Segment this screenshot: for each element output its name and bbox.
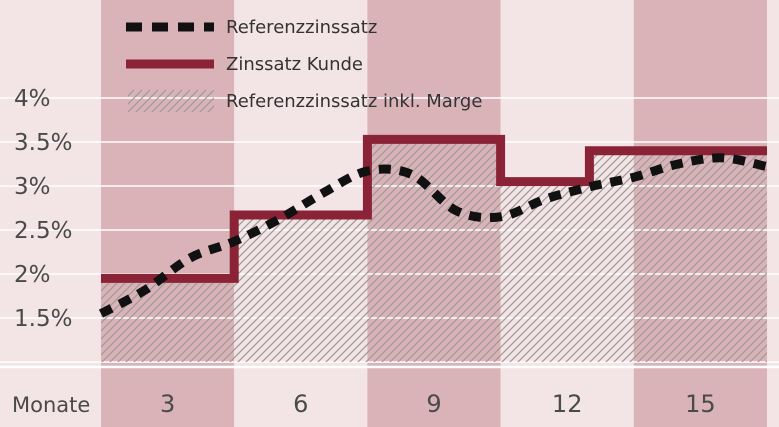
series-zinssatz-kunde-line (101, 134, 767, 283)
x-tick-label: 12 (552, 390, 583, 418)
y-tick-label: 2% (14, 262, 51, 288)
y-tick-label: 3.5% (14, 130, 72, 156)
legend-label: Referenzzinssatz inkl. Marge (226, 91, 482, 112)
y-axis-ticks: 1.5% 2% 2.5% 3% 3.5% 4% (14, 86, 72, 332)
left-margin-band (0, 0, 101, 427)
legend: Referenzzinssatz Zinssatz Kunde Referenzzi… (126, 17, 482, 112)
y-tick-label: 4% (14, 86, 51, 112)
x-tick-label: 3 (160, 390, 175, 418)
series-lines (98, 134, 768, 318)
legend-label: Referenzzinssatz (226, 17, 377, 38)
x-tick-label: 15 (685, 390, 716, 418)
series-referenzzinssatz-line (98, 153, 768, 318)
legend-swatch-marge (128, 90, 214, 112)
x-tick-label: 6 (293, 390, 308, 418)
x-axis-ticks: Monate 3 6 9 12 15 (12, 390, 716, 418)
y-tick-label: 2.5% (14, 218, 72, 244)
right-margin-band (767, 0, 779, 427)
x-tick-label: 9 (426, 390, 441, 418)
y-tick-label: 1.5% (14, 306, 72, 332)
legend-label: Zinssatz Kunde (226, 54, 363, 75)
x-axis-label: Monate (12, 393, 90, 417)
y-tick-label: 3% (14, 174, 51, 200)
